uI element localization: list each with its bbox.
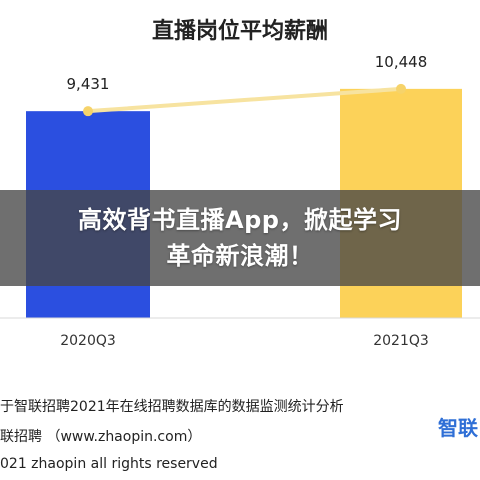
source-line-1: 于智联招聘2021年在线招聘数据库的数据监测统计分析	[0, 399, 344, 415]
value-label-2021Q3: 10,448	[375, 53, 428, 71]
source-line-2: 联招聘 （www.zhaopin.com）	[0, 429, 202, 445]
value-label-2020Q3: 9,431	[67, 75, 110, 93]
banner-line-2: 革命新浪潮！	[166, 242, 314, 270]
banner-line-1: 高效背书直播App，掀起学习	[78, 206, 402, 234]
zhaopin-logo: 智联	[438, 416, 478, 440]
trend-point-2020Q3	[83, 106, 93, 117]
x-tick-2020Q3: 2020Q3	[60, 333, 116, 349]
trend-line	[86, 86, 403, 114]
chart-title: 直播岗位平均薪酬	[152, 18, 328, 44]
overlay-banner: 高效背书直播App，掀起学习 革命新浪潮！	[0, 190, 480, 286]
trend-point-2021Q3	[396, 83, 406, 94]
copyright-line: 021 zhaopin all rights reserved	[0, 456, 218, 472]
x-tick-2021Q3: 2021Q3	[373, 333, 429, 349]
